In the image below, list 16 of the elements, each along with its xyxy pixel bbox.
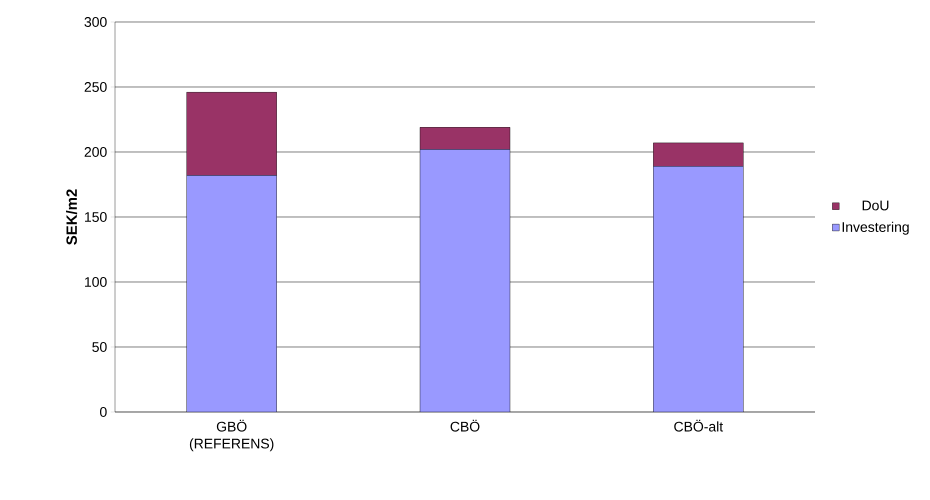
- y-tick-label: 100: [85, 277, 107, 287]
- y-tick-label: 150: [85, 212, 107, 222]
- x-tick-label: GBÖ (REFERENS): [190, 420, 274, 452]
- y-tick-label: 0: [100, 407, 107, 417]
- legend-label: Investering: [842, 222, 909, 235]
- x-tick-label: CBÖ-alt: [674, 420, 724, 432]
- legend-label: DoU: [862, 200, 888, 210]
- y-tick-label: 300: [84, 17, 107, 27]
- y-tick-label: 250: [84, 82, 107, 92]
- bar: [653, 166, 744, 412]
- bar: [186, 175, 277, 412]
- y-axis-title: SEK/m2: [66, 189, 78, 245]
- y-tick-label: 200: [84, 147, 107, 157]
- x-tick-label: CBÖ: [450, 420, 480, 432]
- y-tick-label: 50: [92, 342, 107, 352]
- bar: [420, 149, 510, 412]
